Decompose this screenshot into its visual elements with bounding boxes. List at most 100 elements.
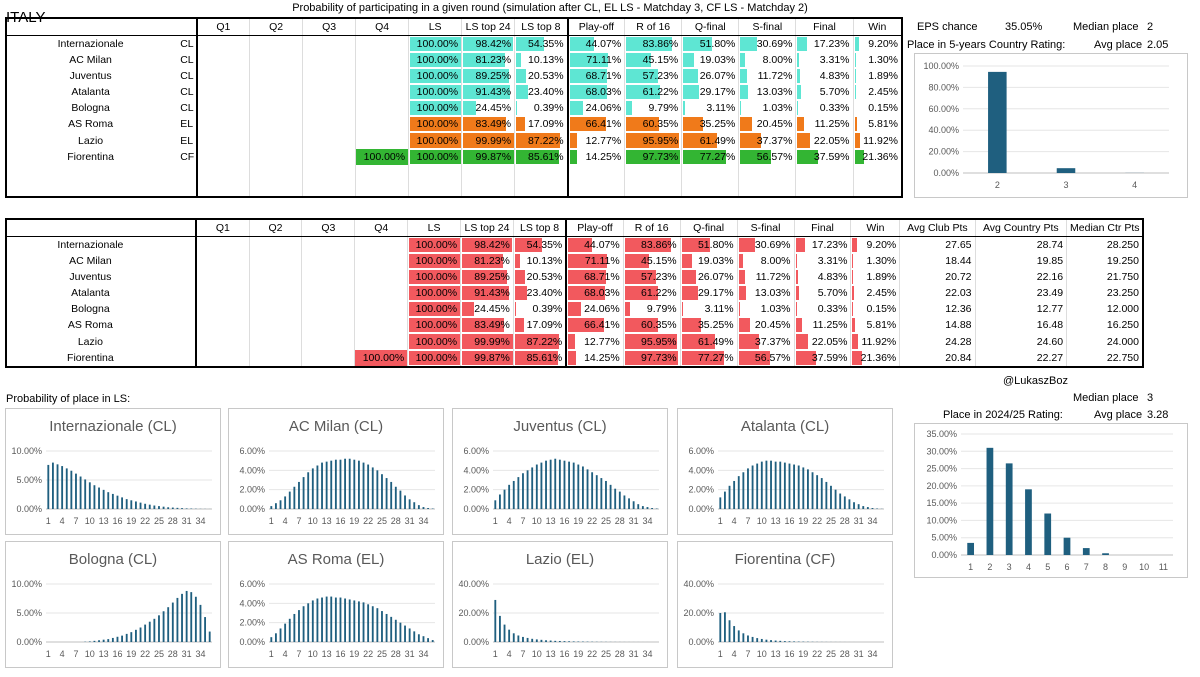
cell-play-off: 12.77%: [565, 333, 624, 350]
chart-title: Internazionale (CL): [49, 418, 177, 435]
value-text: 54.35%: [527, 38, 564, 50]
value-bar: [409, 270, 460, 285]
cell-q2: [249, 333, 303, 350]
bar: [125, 499, 128, 509]
ls-place-chart: 0.00% 20.00% 40.00% 1 4 7 10 13 16 19 22 25 28 31 34: [683, 579, 884, 659]
value-bar: [797, 53, 800, 68]
x-tick-label: 25: [601, 516, 611, 526]
bar: [765, 460, 768, 509]
value-bar: [409, 334, 460, 349]
bar: [508, 484, 511, 509]
x-tick-label: 9: [1122, 562, 1127, 572]
cell-s-final: 37.37%: [737, 333, 795, 350]
value-text: 60.35%: [641, 319, 677, 332]
table-row: Juventus 100.00% 89.25% 20.53% 68.71% 57.23% 2…: [6, 269, 1144, 286]
cell-s-final: 11.72%: [737, 269, 795, 286]
cell-ls-top-24: 99.87%: [461, 148, 516, 165]
cell-q2: [249, 116, 304, 133]
cell-win: 0.15%: [850, 301, 901, 318]
x-tick-label: 1: [493, 516, 498, 526]
cell-ls: 100.00%: [407, 253, 462, 270]
bar: [742, 633, 745, 642]
value-text: 17.23%: [813, 38, 850, 50]
bar: [381, 611, 383, 642]
cell-ls-top-24: 98.42%: [461, 35, 516, 52]
bar: [107, 639, 110, 642]
empty-cell: [795, 180, 854, 197]
bar: [176, 507, 179, 509]
x-tick-label: 4: [732, 649, 737, 659]
bar: [153, 618, 156, 642]
value-text: 19.03%: [699, 54, 736, 67]
table-row: AC Milan CL 100.00% 81.23% 10.13% 71.11% 45.15…: [6, 52, 903, 69]
bar: [199, 604, 202, 642]
value-bar: [462, 254, 504, 269]
team-name: Bologna: [71, 303, 110, 316]
value-bar: [514, 318, 524, 333]
value-bar: [516, 117, 525, 132]
cell-q4: [355, 52, 410, 69]
header-median-ctr-pts: Median Ctr Pts: [1066, 219, 1144, 237]
value-text: 0.39%: [533, 102, 564, 115]
y-tick-label: 0.00%: [688, 504, 714, 514]
y-tick-label: 20.00%: [928, 147, 959, 157]
value-bar: [516, 133, 561, 148]
median-ctr-pts: 24.000: [1066, 333, 1144, 350]
bar: [98, 640, 100, 642]
cell-ls-top-8: 85.61%: [514, 148, 569, 165]
eps-median-value: 2: [1147, 21, 1154, 33]
bar: [88, 641, 91, 642]
header-q3: Q3: [301, 219, 356, 237]
team-name: AC Milan: [69, 255, 112, 268]
bar: [1056, 168, 1076, 173]
bar: [1102, 553, 1109, 555]
x-tick-label: 25: [377, 516, 387, 526]
x-tick-label: 4: [1026, 562, 1031, 572]
value-bar: [797, 133, 810, 148]
value-bar: [795, 318, 802, 333]
cell-q3: [301, 236, 356, 253]
bar: [408, 628, 411, 642]
x-tick-label: 22: [363, 649, 373, 659]
bar: [376, 470, 379, 509]
value-text: 23.40%: [527, 86, 564, 99]
cell-ls-top-8: 20.53%: [514, 68, 569, 85]
bar: [427, 638, 430, 642]
value-bar: [514, 334, 559, 349]
bar: [339, 597, 342, 642]
team-competition: CF: [174, 148, 198, 165]
value-bar: [626, 133, 679, 148]
value-text: 37.59%: [813, 150, 850, 163]
cell-final: 22.05%: [795, 132, 854, 149]
cell-q1: [196, 116, 251, 133]
bar: [130, 500, 133, 509]
y-tick-label: 0.00%: [463, 504, 489, 514]
value-bar: [854, 69, 856, 84]
cell-q-final: 26.07%: [680, 269, 738, 286]
bar: [526, 637, 529, 642]
bottom-probability-table: Q1 Q2 Q3 Q4 LS LS top 24 LS top 8 Play-off R of …: [5, 218, 1144, 368]
bar: [93, 485, 96, 509]
cell-win: 1.30%: [850, 253, 901, 270]
y-tick-label: 2.00%: [239, 618, 265, 628]
value-bar: [626, 101, 632, 116]
cell-ls-top-24: 98.42%: [460, 236, 514, 253]
bar: [719, 497, 722, 509]
cell-q-final: 29.17%: [680, 285, 738, 302]
x-tick-label: 19: [126, 516, 136, 526]
cell-final: 22.05%: [794, 333, 852, 350]
value-text: 100.00%: [415, 255, 458, 268]
y-tick-label: 80.00%: [928, 82, 959, 92]
x-tick-label: 13: [322, 516, 332, 526]
empty-row: [6, 164, 903, 181]
value-bar: [626, 85, 660, 100]
value-text: 24.45%: [475, 102, 512, 115]
value-bar: [568, 254, 607, 269]
table-title: Probability of participating in a given …: [292, 2, 808, 14]
bar: [517, 477, 520, 509]
ls-place-chart: 0.00% 2.00% 4.00% 6.00% 1 4 7 10 13 16 19 22 25 28 31 3…: [688, 446, 884, 526]
table-row: AS Roma EL 100.00% 83.49% 17.09% 66.41% 60.35%…: [6, 116, 903, 133]
x-tick-label: 2: [987, 562, 992, 572]
bar: [176, 597, 179, 642]
value-bar: [568, 238, 593, 252]
